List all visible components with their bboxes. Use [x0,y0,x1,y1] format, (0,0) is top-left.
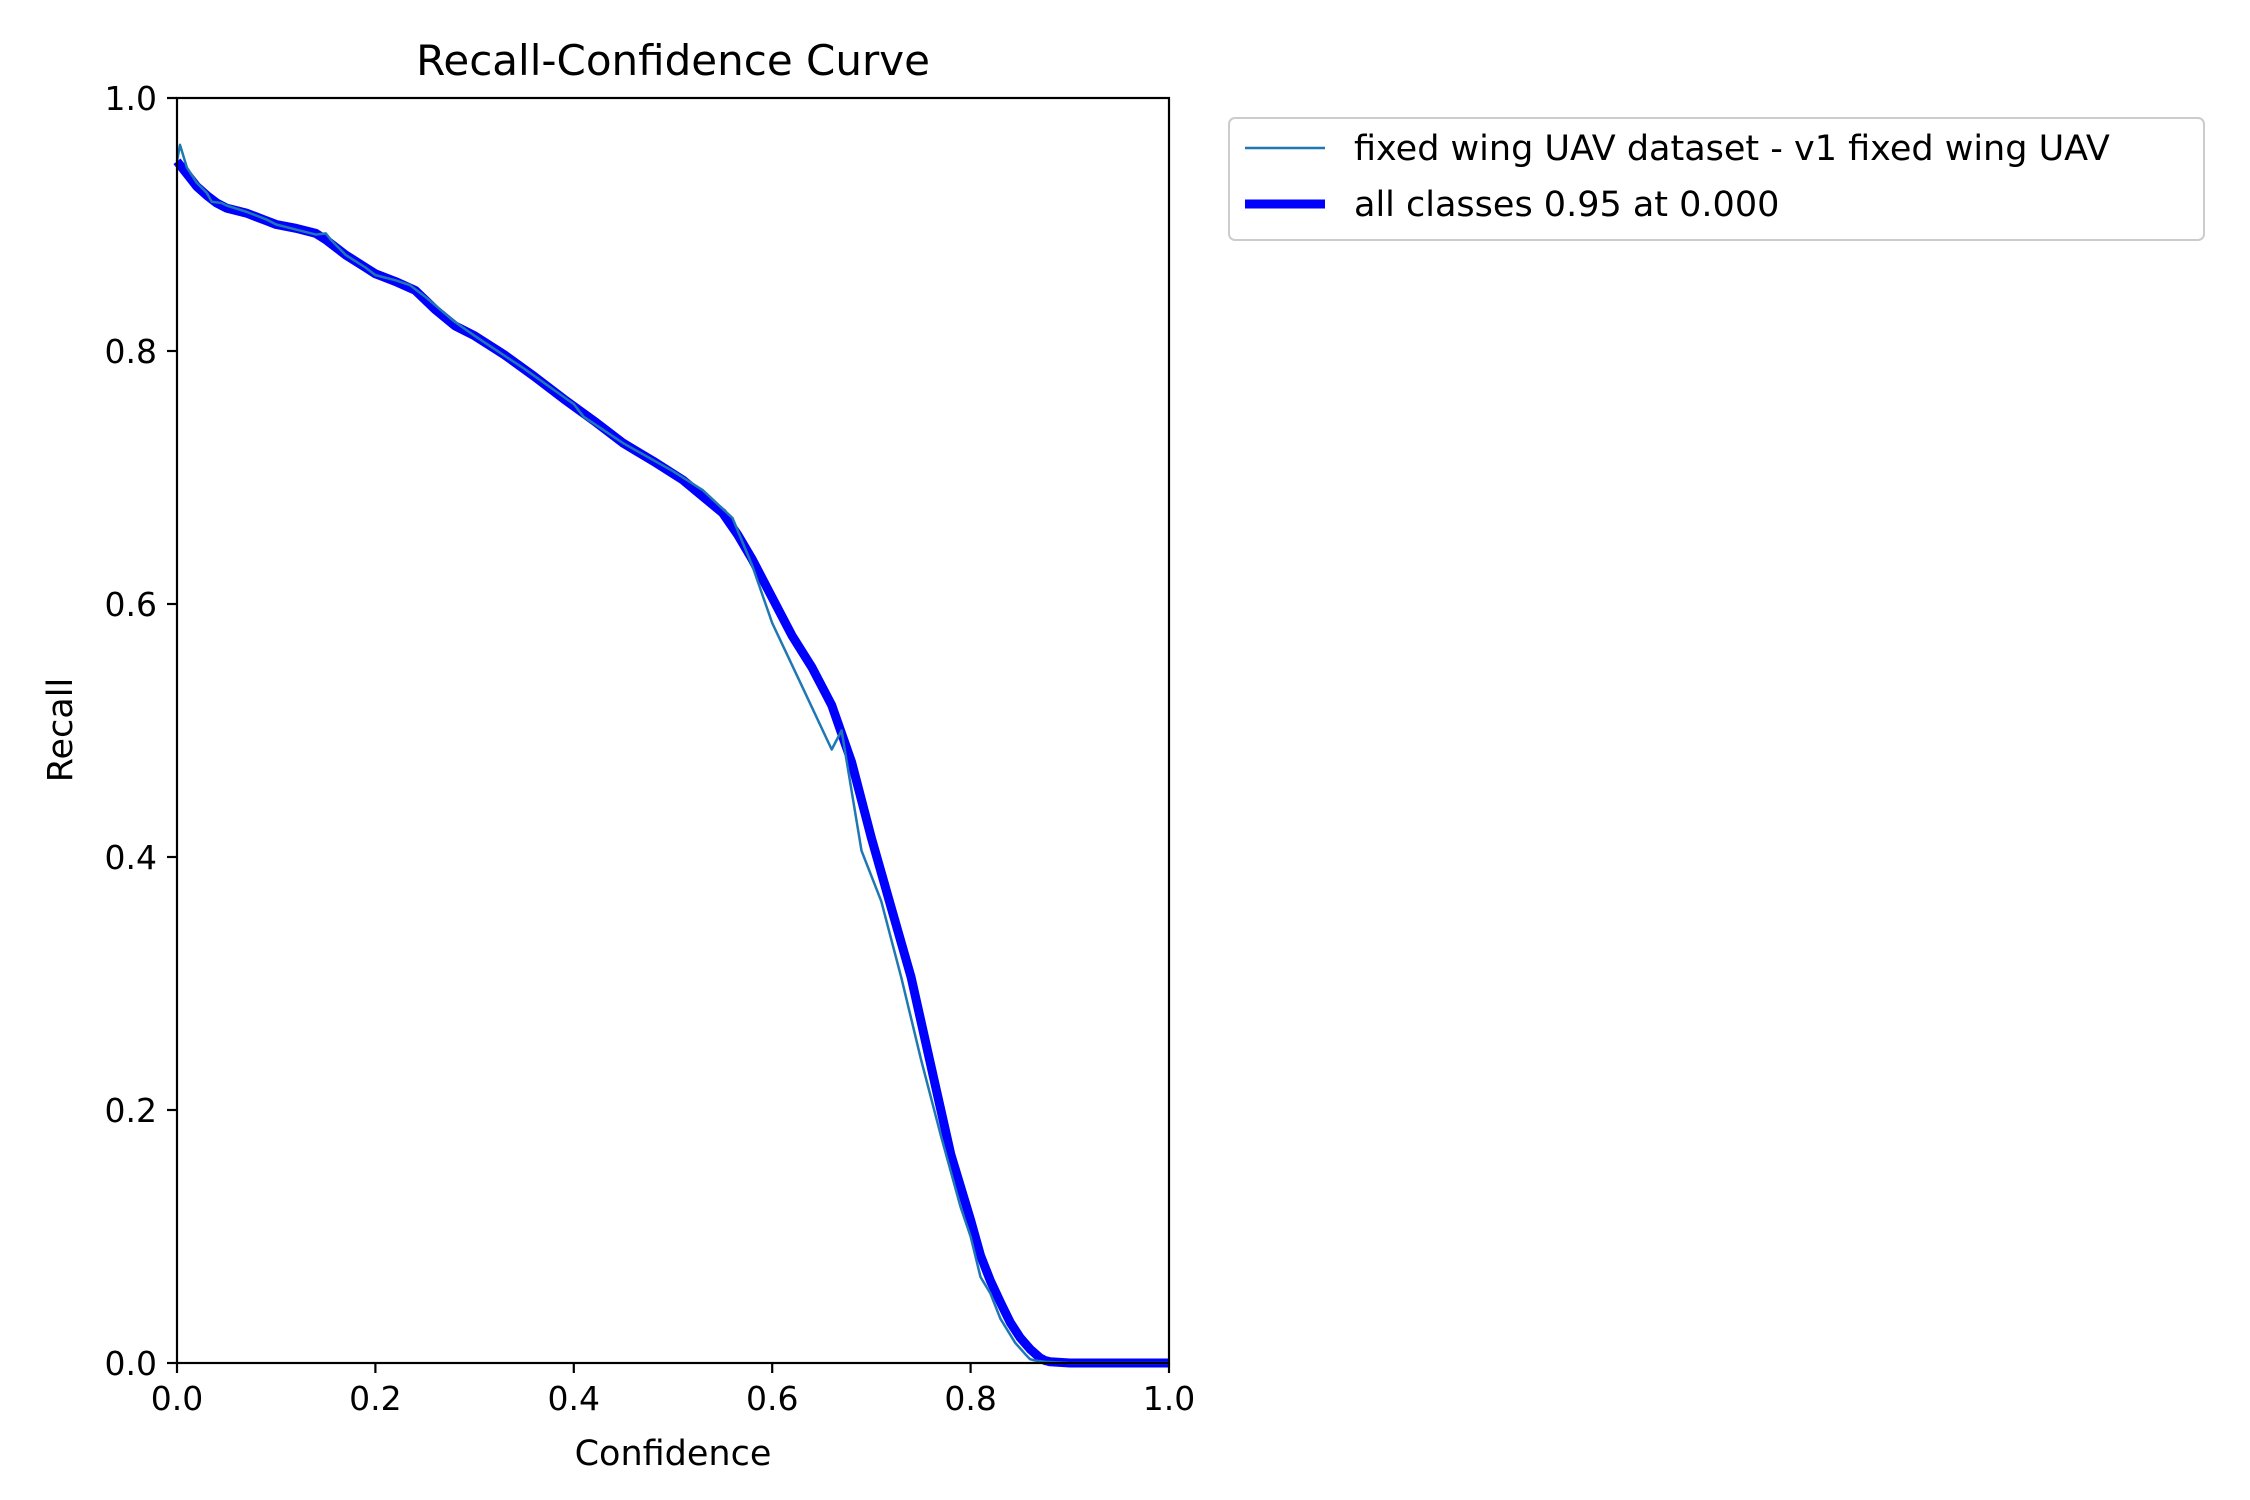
plot-frame [175,96,1171,1365]
x-axis: 0.0 0.2 0.4 0.6 0.8 1.0 [151,1363,1195,1418]
y-tick-label: 0.2 [105,1091,157,1130]
y-axis: 0.0 0.2 0.4 0.6 0.8 1.0 [105,79,177,1383]
legend-label-fixed-wing-uav: fixed wing UAV dataset - v1 fixed wing U… [1354,129,2110,169]
y-axis-label: Recall [41,678,81,782]
plot-lines [173,143,1169,1368]
x-tick-label: 0.2 [349,1379,401,1418]
y-tick-label: 0.0 [105,1344,157,1383]
x-tick-label: 1.0 [1143,1379,1195,1418]
x-axis-label: Confidence [575,1434,772,1474]
x-tick-label: 0.4 [548,1379,600,1418]
y-tick-label: 0.4 [105,838,157,877]
x-tick-label: 0.6 [746,1379,798,1418]
chart-title: Recall-Confidence Curve [416,36,930,85]
legend-label-all-classes: all classes 0.95 at 0.000 [1354,185,1779,225]
y-tick-label: 0.6 [105,585,157,624]
x-tick-label: 0.0 [151,1379,203,1418]
series-line-fixed-wing-uav [175,143,1169,1365]
legend: fixed wing UAV dataset - v1 fixed wing U… [1228,117,2205,241]
y-tick-label: 0.8 [105,332,157,371]
series-line-all-classes [173,158,1169,1368]
x-tick-label: 0.8 [944,1379,996,1418]
legend-box [1228,117,2205,241]
y-tick-label: 1.0 [105,79,157,118]
